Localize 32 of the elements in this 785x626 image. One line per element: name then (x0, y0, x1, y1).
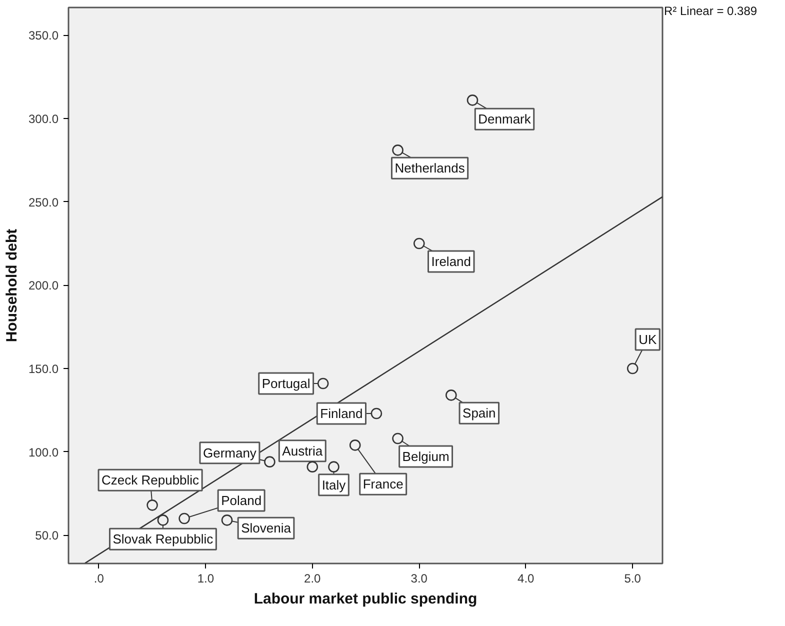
y-tick-label: 250.0 (28, 195, 59, 210)
annotation: Ireland (431, 254, 472, 269)
x-axis-title: Labour market public spending (254, 590, 478, 608)
annotation: Czeck Repubblic (102, 472, 200, 488)
annotation: Poland (221, 493, 262, 508)
annotation: UK (638, 332, 657, 347)
annotation: Austria (282, 443, 324, 458)
x-tick-label: 3.0 (410, 572, 428, 586)
y-tick-label: 150.0 (28, 362, 59, 376)
x-tick-label: 5.0 (624, 572, 642, 586)
y-tick-label: 200.0 (28, 278, 59, 293)
annotation: Denmark (478, 112, 532, 127)
x-tick-label: 1.0 (197, 572, 214, 586)
x-tick-label: 4.0 (518, 572, 535, 586)
annotation: France (362, 476, 404, 492)
text: R² Linear = 0.389 (664, 3, 758, 20)
annotation: Portugal (262, 376, 310, 391)
annotation: Italy (322, 477, 346, 492)
y-tick-label: 350.0 (28, 28, 59, 43)
x-tick-label: 2.0 (304, 572, 322, 586)
annotation: Slovenia (241, 520, 292, 536)
y-axis-title: Household debt (3, 228, 20, 342)
annotation: Slovak Repubblic (112, 532, 214, 547)
y-tick-label: 300.0 (28, 112, 59, 126)
x-tick-label: .0 (94, 572, 104, 586)
y-tick-label: 50.0 (35, 528, 59, 543)
annotation: Germany (202, 445, 257, 460)
annotation: Belgium (402, 449, 450, 464)
annotation: Spain (462, 406, 496, 421)
annotation: Netherlands (394, 160, 466, 176)
annotation: Finland (320, 406, 363, 421)
y-tick-label: 100.0 (28, 445, 59, 460)
